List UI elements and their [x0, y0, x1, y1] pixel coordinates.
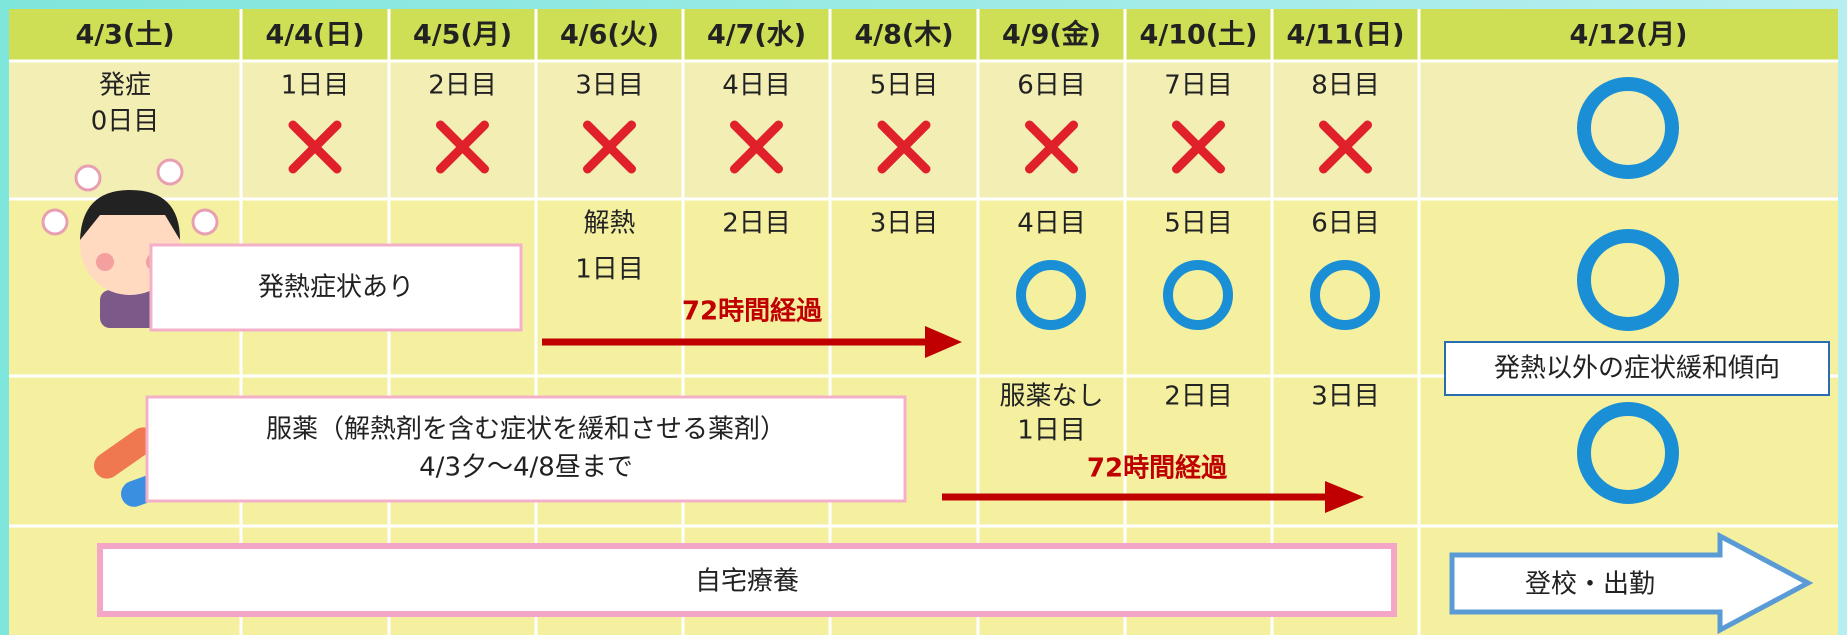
cell-text: 4日目	[722, 71, 791, 101]
note: 発熱以外の症状緩和傾向	[1494, 354, 1780, 384]
label: 発熱症状あり	[258, 273, 414, 303]
circle	[1577, 402, 1679, 504]
cell-text: 6日目	[1017, 71, 1086, 101]
cell-text: 解熱	[583, 209, 635, 239]
label: 服薬（解熱剤を含む症状を緩和させる薬剤）	[266, 415, 786, 445]
home-box	[97, 543, 1397, 617]
label: 4/3夕～4/8昼まで	[419, 453, 633, 483]
cell-text: 2日目	[1164, 382, 1233, 412]
cross-mark	[877, 120, 931, 174]
date-header: 4/6(火)	[560, 20, 659, 51]
cell-text: 6日目	[1311, 209, 1380, 239]
date-header: 4/3(土)	[75, 20, 174, 51]
home-label: 自宅療養	[695, 567, 799, 597]
cross-mark	[1025, 120, 1078, 174]
label-box	[149, 243, 523, 332]
cell-text: 1日目	[575, 255, 644, 285]
header-band	[9, 9, 1838, 61]
circle	[1016, 260, 1086, 330]
circle	[1163, 260, 1233, 330]
crosses	[288, 120, 1372, 174]
date-header: 4/7(水)	[707, 20, 806, 51]
cross-mark	[288, 120, 342, 174]
cell-text: 4日目	[1017, 209, 1086, 239]
cross-mark	[1172, 120, 1225, 174]
date-header: 4/10(土)	[1140, 20, 1258, 51]
elapsed-label: 72時間経過	[1087, 453, 1228, 484]
cell-text: 0日目	[91, 107, 160, 137]
date-header: 4/8(木)	[854, 20, 953, 51]
cell-text: 3日目	[870, 209, 939, 239]
circle	[1310, 260, 1380, 330]
elapsed-label: 72時間経過	[682, 296, 823, 327]
circles	[1016, 77, 1679, 504]
cell-text: 3日目	[575, 71, 644, 101]
circle	[1577, 77, 1679, 179]
cell-text: 5日目	[1164, 209, 1233, 239]
cell-text: 7日目	[1164, 71, 1233, 101]
date-header: 4/5(月)	[413, 20, 512, 51]
cell-text: 2日目	[722, 209, 791, 239]
date-header: 4/11(日)	[1287, 20, 1405, 51]
return-arrow	[1449, 531, 1814, 635]
cell-text: 3日目	[1311, 382, 1380, 412]
label-box	[145, 395, 907, 503]
date-header: 4/9(金)	[1002, 19, 1101, 51]
cell-text: 1日目	[1017, 416, 1086, 446]
note-box	[1444, 341, 1830, 396]
cross-mark	[436, 120, 489, 174]
date-header: 4/12(月)	[1570, 20, 1688, 51]
cell-text: 1日目	[281, 71, 350, 101]
cross-mark	[1319, 120, 1372, 174]
elapsed-arrows	[542, 326, 1364, 513]
date-header: 4/4(日)	[265, 20, 364, 51]
cell-text: 8日目	[1311, 71, 1380, 101]
cell-text: 2日目	[428, 71, 497, 101]
cross-mark	[730, 120, 783, 174]
circle	[1577, 229, 1679, 331]
cross-mark	[583, 120, 636, 174]
cell-text: 5日目	[870, 71, 939, 101]
cell-text: 服薬なし	[999, 382, 1103, 412]
return-label: 登校・出勤	[1525, 570, 1655, 600]
cell-text: 発症	[99, 71, 151, 101]
